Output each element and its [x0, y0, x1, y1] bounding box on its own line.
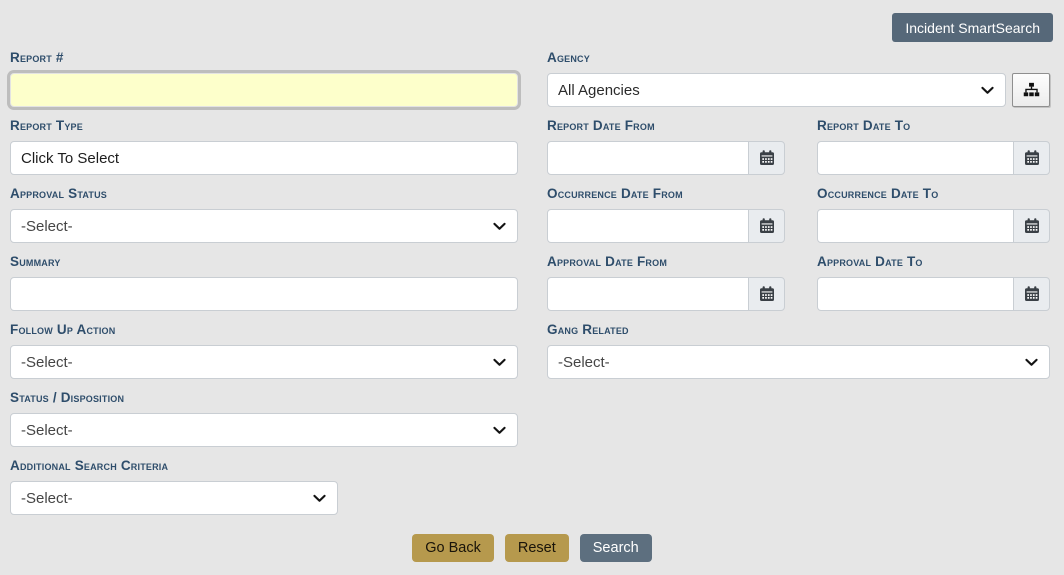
report-date-from-label: Report Date From	[547, 118, 655, 133]
calendar-icon	[1024, 218, 1040, 234]
calendar-icon	[759, 218, 775, 234]
approval-date-row: Approval Date From Approval Date To	[547, 254, 1050, 311]
occurrence-date-row: Occurrence Date From Occurrence Date To	[547, 186, 1050, 243]
report-date-from-calendar-button[interactable]	[748, 141, 785, 175]
approval-status-value: -Select-	[21, 217, 73, 235]
report-type-label: Report Type	[10, 118, 83, 133]
chevron-down-icon	[492, 219, 507, 234]
report-date-to-input[interactable]	[817, 141, 1014, 175]
report-date-to-calendar-button[interactable]	[1013, 141, 1050, 175]
chevron-down-icon	[492, 355, 507, 370]
agency-field: Agency All Agencies	[547, 50, 1050, 107]
incident-smartsearch-button[interactable]: Incident SmartSearch	[892, 13, 1053, 42]
form-actions: Go Back Reset Search	[0, 534, 1064, 562]
occurrence-date-from-calendar-button[interactable]	[748, 209, 785, 243]
search-button[interactable]: Search	[579, 534, 652, 562]
report-number-field: Report #	[10, 50, 518, 107]
occurrence-date-to-input[interactable]	[817, 209, 1014, 243]
additional-search-criteria-value: -Select-	[21, 489, 73, 507]
calendar-icon	[1024, 286, 1040, 302]
status-disposition-value: -Select-	[21, 421, 73, 439]
status-disposition-select[interactable]: -Select-	[10, 413, 518, 447]
approval-date-to-field: Approval Date To	[817, 254, 1050, 311]
reset-button[interactable]: Reset	[504, 534, 569, 562]
report-number-label: Report #	[10, 50, 64, 65]
status-disposition-label: Status / Disposition	[10, 390, 125, 405]
calendar-icon	[759, 150, 775, 166]
approval-status-field: Approval Status -Select-	[10, 186, 518, 243]
go-back-button[interactable]: Go Back	[412, 534, 494, 562]
report-date-to-label: Report Date To	[817, 118, 911, 133]
calendar-icon	[1024, 150, 1040, 166]
occurrence-date-to-field: Occurrence Date To	[817, 186, 1050, 243]
org-chart-icon	[1023, 82, 1040, 99]
follow-up-action-select[interactable]: -Select-	[10, 345, 518, 379]
report-date-to-field: Report Date To	[817, 118, 1050, 175]
approval-date-to-calendar-button[interactable]	[1013, 277, 1050, 311]
agency-label: Agency	[547, 50, 590, 65]
report-date-from-input[interactable]	[547, 141, 749, 175]
report-type-field: Report Type	[10, 118, 518, 175]
chevron-down-icon	[980, 83, 995, 98]
occurrence-date-from-field: Occurrence Date From	[547, 186, 785, 243]
additional-search-criteria-label: Additional Search Criteria	[10, 458, 169, 473]
occurrence-date-from-label: Occurrence Date From	[547, 186, 683, 201]
chevron-down-icon	[492, 423, 507, 438]
status-disposition-field: Status / Disposition -Select-	[10, 390, 518, 447]
summary-input[interactable]	[10, 277, 518, 311]
gang-related-field: Gang Related -Select-	[547, 322, 1050, 379]
summary-field: Summary	[10, 254, 518, 311]
agency-value: All Agencies	[558, 81, 640, 99]
agency-tree-lookup-button[interactable]	[1012, 73, 1050, 107]
approval-date-to-label: Approval Date To	[817, 254, 923, 269]
approval-date-from-input[interactable]	[547, 277, 749, 311]
approval-date-from-calendar-button[interactable]	[748, 277, 785, 311]
report-date-row: Report Date From Report Date To	[547, 118, 1050, 175]
approval-date-from-field: Approval Date From	[547, 254, 785, 311]
occurrence-date-from-input[interactable]	[547, 209, 749, 243]
approval-status-select[interactable]: -Select-	[10, 209, 518, 243]
summary-label: Summary	[10, 254, 61, 269]
additional-search-criteria-select[interactable]: -Select-	[10, 481, 338, 515]
agency-select[interactable]: All Agencies	[547, 73, 1006, 107]
report-number-input[interactable]	[10, 73, 518, 107]
follow-up-action-value: -Select-	[21, 353, 73, 371]
gang-related-label: Gang Related	[547, 322, 629, 337]
search-form-right-column: Agency All Agencies Report Date From Rep…	[547, 50, 1050, 390]
gang-related-value: -Select-	[558, 353, 610, 371]
occurrence-date-to-label: Occurrence Date To	[817, 186, 939, 201]
chevron-down-icon	[1024, 355, 1039, 370]
report-date-from-field: Report Date From	[547, 118, 785, 175]
occurrence-date-to-calendar-button[interactable]	[1013, 209, 1050, 243]
additional-search-criteria-field: Additional Search Criteria -Select-	[10, 458, 518, 515]
report-type-input[interactable]	[10, 141, 518, 175]
chevron-down-icon	[312, 491, 327, 506]
calendar-icon	[759, 286, 775, 302]
approval-date-from-label: Approval Date From	[547, 254, 668, 269]
gang-related-select[interactable]: -Select-	[547, 345, 1050, 379]
approval-date-to-input[interactable]	[817, 277, 1014, 311]
follow-up-action-label: Follow Up Action	[10, 322, 116, 337]
follow-up-action-field: Follow Up Action -Select-	[10, 322, 518, 379]
search-form-left-column: Report # Report Type Approval Status -Se…	[10, 50, 518, 526]
approval-status-label: Approval Status	[10, 186, 108, 201]
